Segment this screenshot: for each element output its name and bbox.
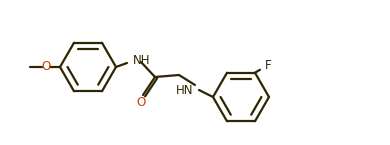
Text: O: O [136,96,145,108]
Text: HN: HN [176,85,193,97]
Text: O: O [41,60,51,74]
Text: NH: NH [133,55,151,68]
Text: F: F [265,59,271,72]
